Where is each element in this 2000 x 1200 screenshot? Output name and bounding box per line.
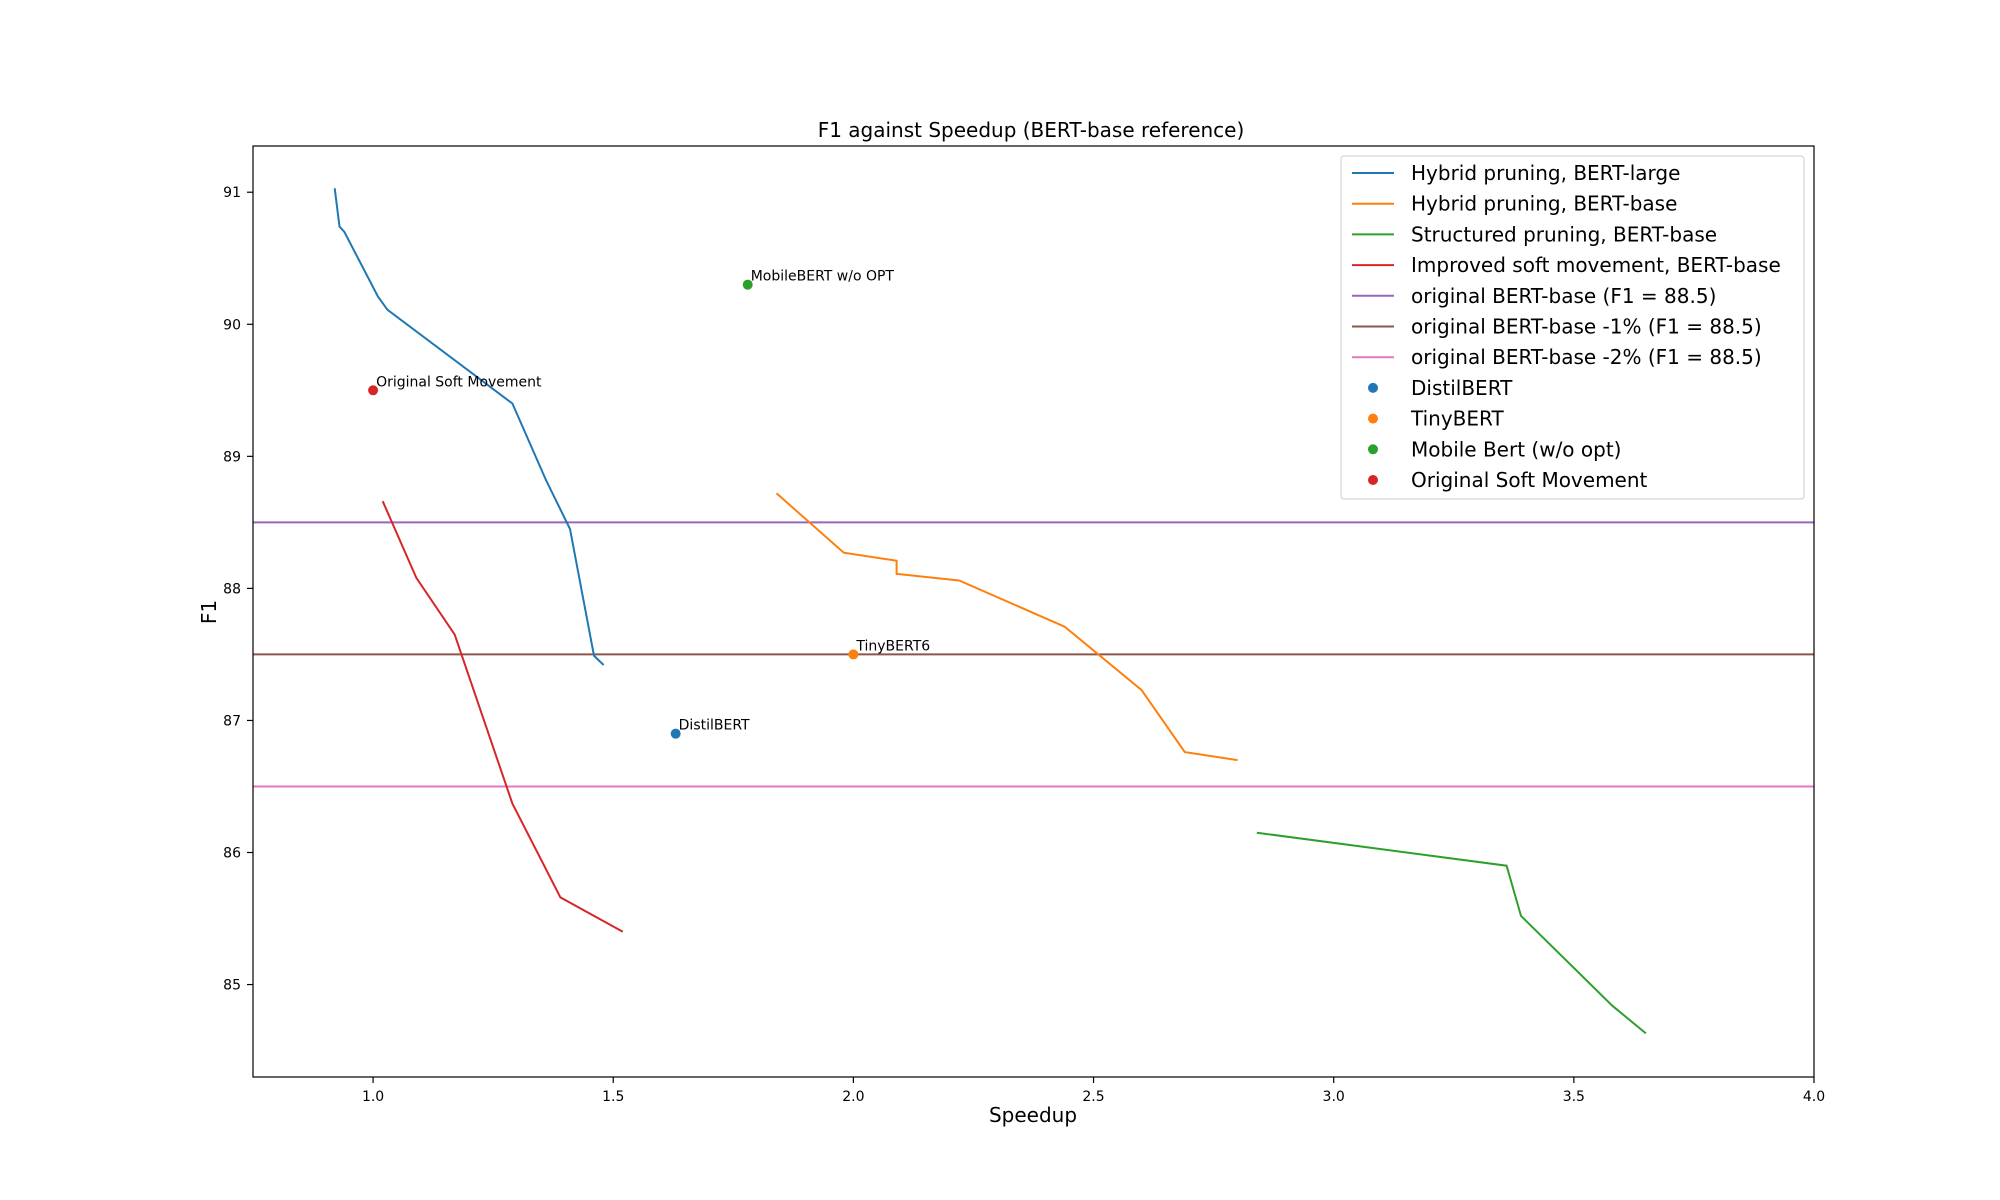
legend-entry-mobile-bert-w-o-opt: Mobile Bert (w/o opt) [1368,437,1621,461]
legend-label: TinyBERT [1410,407,1504,431]
series-lines [333,188,1647,1035]
series-line-improved-soft-movement-bert-base [381,500,624,933]
series-line-hybrid-pruning-bert-large [333,188,605,666]
plot-area: DistilBERT TinyBERT6 MobileBERT w/o OPT Ori… [253,188,1814,1035]
legend-entry-distilbert: DistilBERT [1368,376,1513,400]
y-tick-label: 89 [223,449,241,465]
y-tick-label: 88 [223,581,241,597]
legend-entry-hybrid-pruning-bert-base: Hybrid pruning, BERT-base [1352,192,1677,216]
y-axis: 85 86 87 88 89 90 91 [223,185,253,994]
legend-label: original BERT-base -2% (F1 = 88.5) [1411,345,1762,369]
legend-label: Structured pruning, BERT-base [1411,222,1717,246]
legend-label: Mobile Bert (w/o opt) [1411,437,1621,461]
legend-label: Improved soft movement, BERT-base [1411,253,1781,277]
legend-entry-hybrid-pruning-bert-large: Hybrid pruning, BERT-large [1352,161,1680,185]
legend-marker [1368,444,1378,455]
legend-label: Original Soft Movement [1411,468,1648,492]
point-labels: DistilBERT TinyBERT6 MobileBERT w/o OPT Ori… [376,269,930,734]
legend-box [1340,155,1805,500]
y-tick-label: 86 [223,846,241,862]
point-label-mobile-bert-w-o-opt: MobileBERT w/o OPT [751,269,895,285]
legend-entry-original-bert-base-2-f1-88-5: original BERT-base -2% (F1 = 88.5) [1352,345,1762,369]
legend-marker [1368,475,1378,485]
point-label-tinybert: TinyBERT6 [855,638,930,654]
legend-entry-structured-pruning-bert-base: Structured pruning, BERT-base [1352,222,1717,246]
legend-marker [1368,382,1378,393]
x-tick-label: 1.5 [602,1089,624,1105]
series-line-hybrid-pruning-bert-base [775,492,1238,762]
y-tick-label: 85 [223,978,241,994]
point-original-soft-movement [368,385,379,396]
legend-entry-tinybert: TinyBERT [1368,407,1504,431]
legend-entry-improved-soft-movement-bert-base: Improved soft movement, BERT-base [1352,253,1781,277]
point-label-original-soft-movement: Original Soft Movement [376,374,542,390]
point-mobile-bert-w-o-opt [742,279,753,290]
y-tick-label: 87 [223,713,241,729]
scatter-points [368,279,859,739]
y-tick-label: 90 [223,317,241,333]
legend-label: Hybrid pruning, BERT-large [1411,161,1680,185]
legend-label: DistilBERT [1411,376,1513,400]
x-axis: 1.0 1.5 2.0 2.5 3.0 3.5 4.0 [362,1077,1825,1105]
x-tick-label: 2.0 [842,1089,864,1105]
legend-entry-original-soft-movement: Original Soft Movement [1368,468,1648,492]
x-tick-label: 3.5 [1563,1089,1585,1105]
x-tick-label: 3.0 [1323,1089,1345,1105]
legend-label: Hybrid pruning, BERT-base [1411,192,1677,216]
legend-entry-original-bert-base-f1-88-5: original BERT-base (F1 = 88.5) [1352,284,1716,308]
x-tick-label: 4.0 [1803,1089,1825,1105]
legend-label: original BERT-base -1% (F1 = 88.5) [1411,315,1762,339]
legend-label: original BERT-base (F1 = 88.5) [1411,284,1716,308]
x-tick-label: 2.5 [1082,1089,1104,1105]
legend-entry-original-bert-base-1-f1-88-5: original BERT-base -1% (F1 = 88.5) [1352,315,1762,339]
legend: Hybrid pruning, BERT-large Hybrid pruning… [1340,155,1805,500]
y-axis-label: F1 [197,600,221,624]
plot-frame [252,145,1815,1078]
point-tinybert [848,649,859,660]
x-axis-label: Speedup [989,1103,1077,1127]
y-tick-label: 91 [223,185,241,201]
point-distilbert [670,728,681,739]
chart-title: F1 against Speedup (BERT-base reference) [818,118,1245,142]
point-label-distilbert: DistilBERT [679,718,750,734]
legend-marker [1368,413,1378,424]
x-tick-label: 1.0 [362,1089,384,1105]
reference-lines [253,521,1814,788]
series-line-structured-pruning-bert-base [1256,831,1647,1035]
